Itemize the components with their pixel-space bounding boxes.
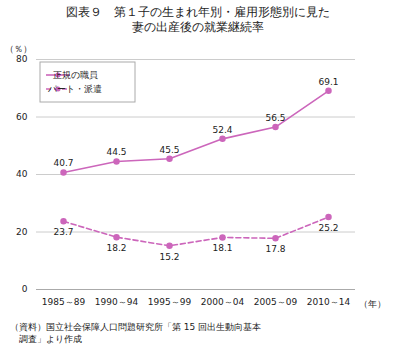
svg-text:正規の職員: 正規の職員: [53, 70, 98, 80]
svg-text:18.2: 18.2: [106, 243, 126, 253]
svg-text:（％）: （％）: [5, 44, 32, 54]
svg-text:2005～09: 2005～09: [254, 297, 298, 307]
svg-text:1995～99: 1995～99: [148, 297, 192, 307]
svg-text:1990～94: 1990～94: [95, 297, 139, 307]
svg-text:パート・派遣: パート・派遣: [47, 84, 102, 94]
svg-text:45.5: 45.5: [159, 145, 179, 155]
svg-text:0: 0: [22, 284, 28, 294]
html-text:調査」より作成: 調査」より作成: [10, 334, 82, 344]
html-text:（資料）国立社会保障人口問題研究所「第 15 回出生動向基本: （資料）国立社会保障人口問題研究所「第 15 回出生動向基本: [10, 322, 262, 332]
svg-text:2000～04: 2000～04: [201, 297, 245, 307]
svg-text:25.2: 25.2: [318, 223, 338, 233]
svg-text:18.1: 18.1: [212, 243, 232, 253]
svg-text:2010～14: 2010～14: [307, 297, 351, 307]
svg-text:1985～89: 1985～89: [42, 297, 86, 307]
html-text:図表９ 第１子の生まれ年別・雇用形態別に見た: 図表９ 第１子の生まれ年別・雇用形態別に見た: [65, 5, 330, 19]
svg-text:40: 40: [16, 169, 28, 179]
svg-text:23.7: 23.7: [53, 227, 73, 237]
svg-text:（年）: （年）: [359, 299, 386, 309]
svg-text:20: 20: [16, 227, 28, 237]
svg-text:17.8: 17.8: [265, 244, 285, 254]
svg-text:56.5: 56.5: [265, 113, 285, 123]
svg-text:52.4: 52.4: [212, 125, 232, 135]
svg-text:15.2: 15.2: [159, 252, 179, 262]
svg-text:44.5: 44.5: [106, 147, 126, 157]
svg-text:80: 80: [16, 54, 28, 64]
html-text:妻の出産後の就業継続率: 妻の出産後の就業継続率: [131, 20, 264, 34]
svg-text:69.1: 69.1: [318, 77, 338, 87]
svg-text:40.7: 40.7: [53, 158, 73, 168]
svg-text:60: 60: [16, 112, 28, 122]
